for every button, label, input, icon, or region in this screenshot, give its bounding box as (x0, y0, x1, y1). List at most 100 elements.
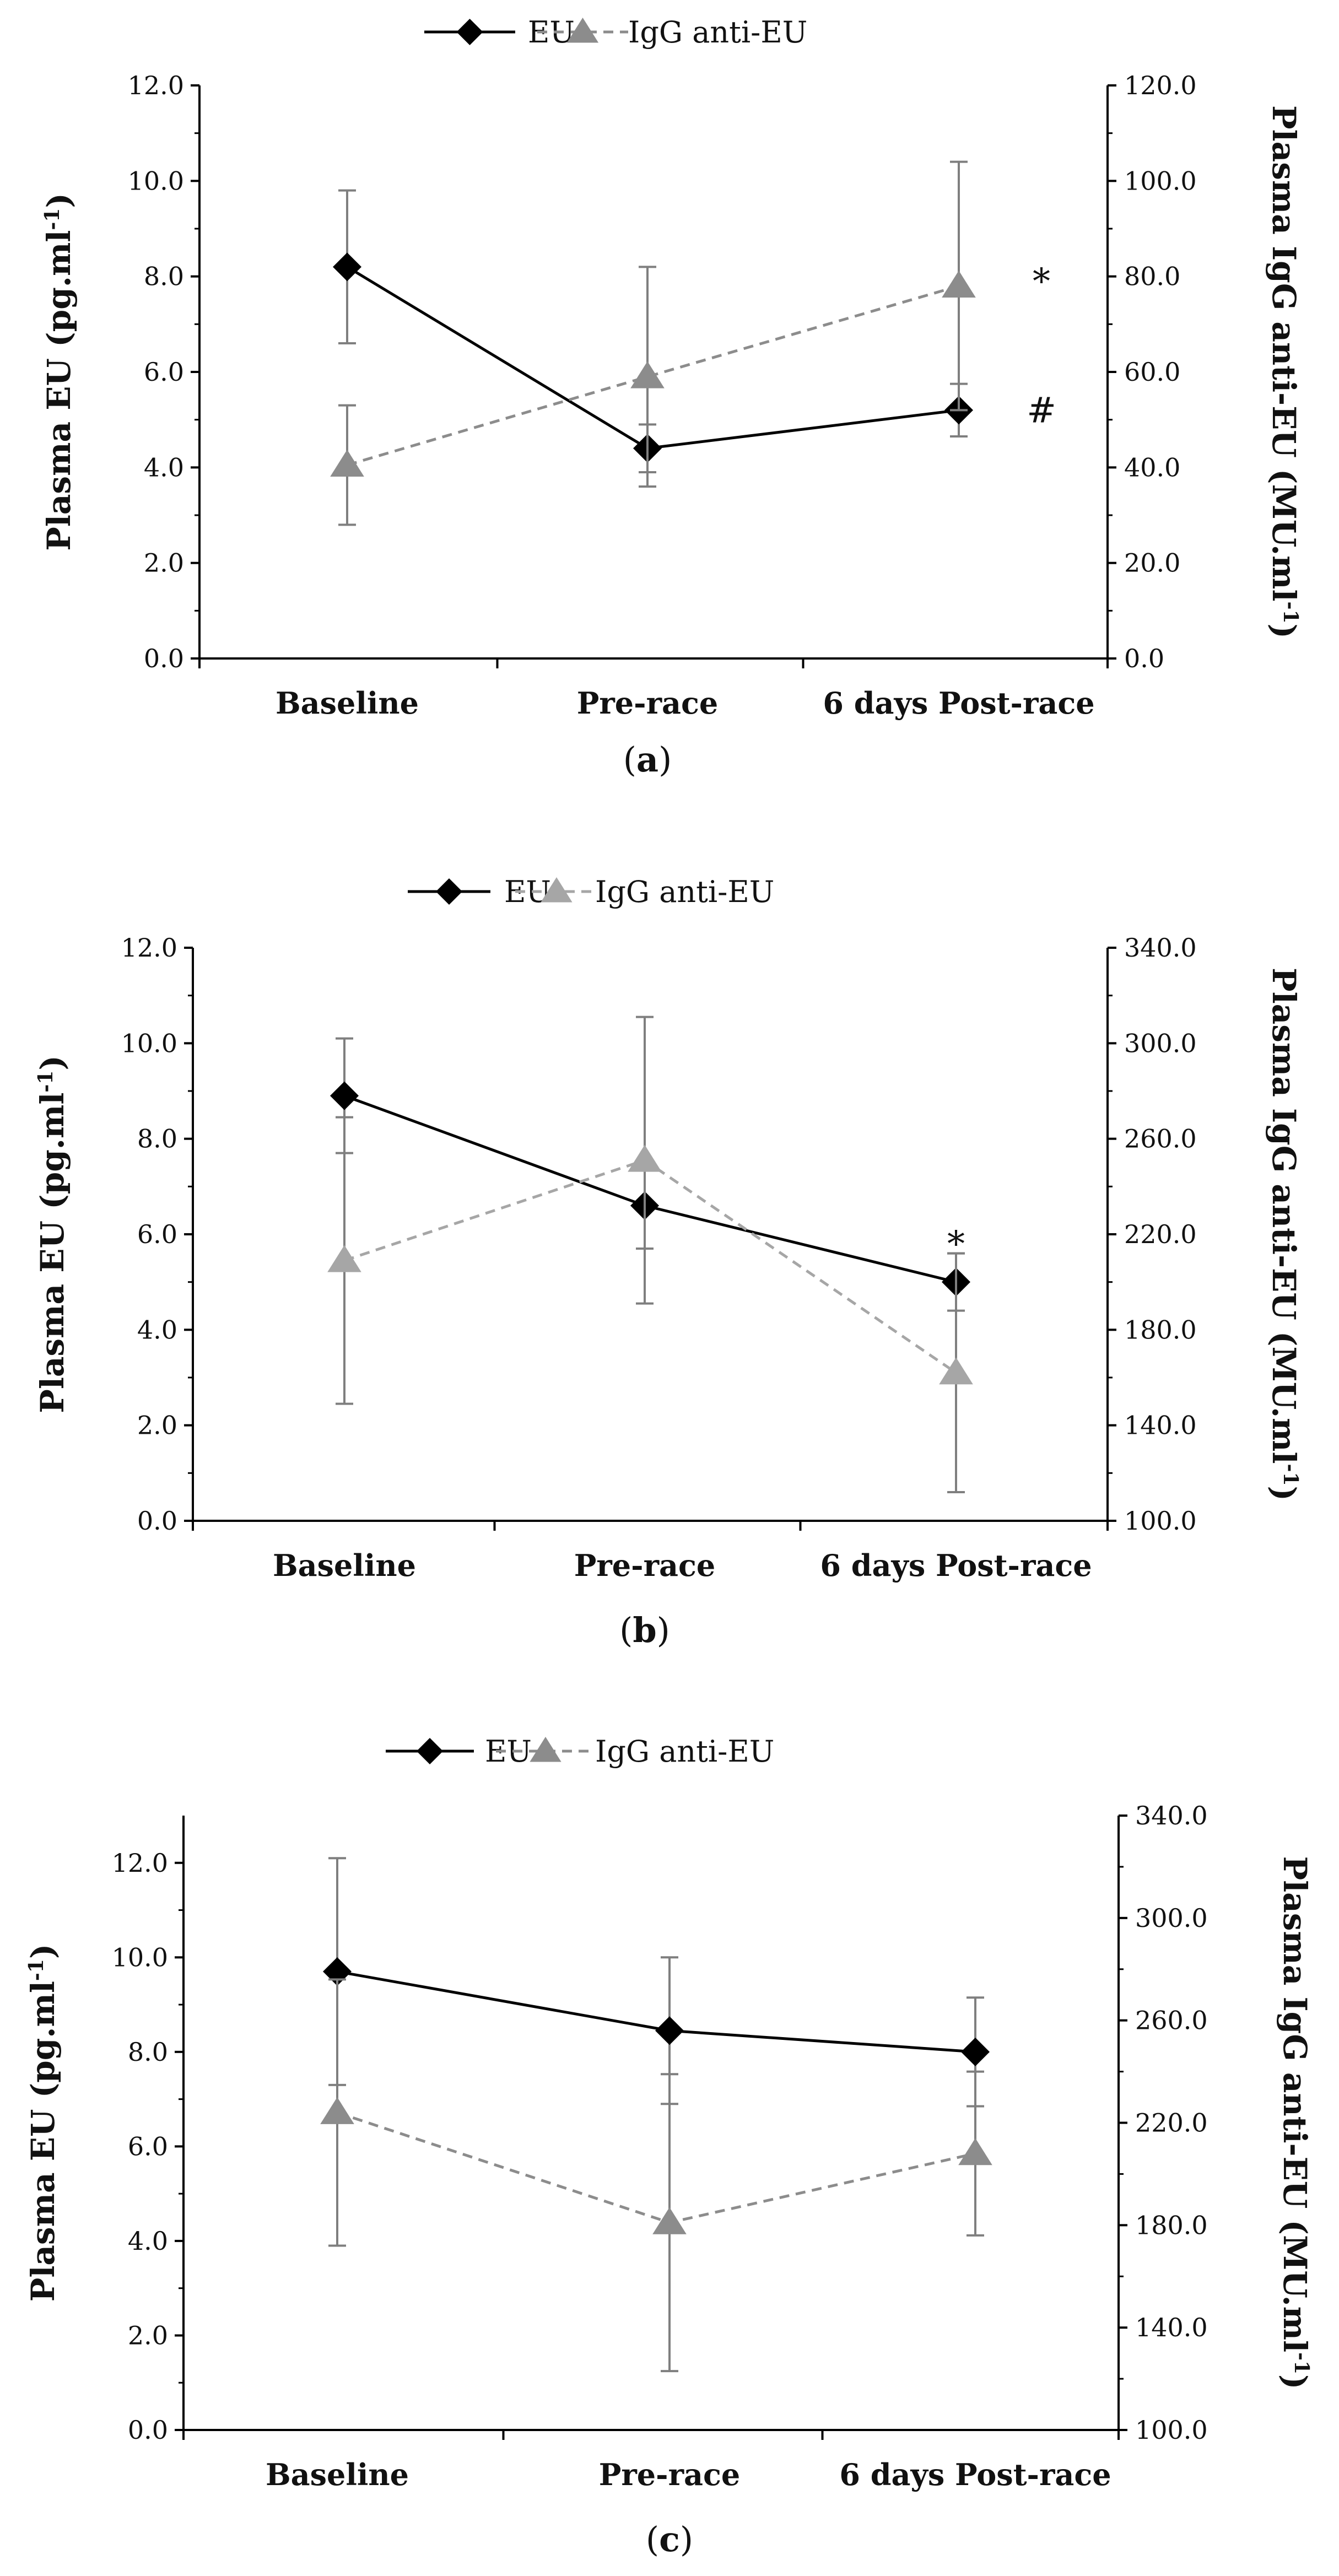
y-axis-title-right-close: ) (1265, 624, 1303, 639)
y-tick-label-left: 12.0 (121, 933, 177, 963)
data-point (327, 1245, 361, 1272)
y-tick-label-right: 60.0 (1124, 357, 1180, 387)
y-tick-label-right: 100.0 (1124, 1506, 1197, 1536)
y-tick-label-right: 180.0 (1124, 1315, 1197, 1344)
legend-label-igg: IgG anti-EU (595, 874, 774, 909)
y-tick-label-right: 300.0 (1135, 1903, 1208, 1933)
panel-label-open: ( (646, 2519, 659, 2559)
y-axis-title-left-text: Plasma EU (pg.ml (34, 1093, 71, 1413)
legend-marker-igg (530, 1737, 561, 1762)
y-tick-label-left: 0.0 (128, 2415, 168, 2445)
data-point (333, 252, 361, 282)
y-axis-title-right-close: ) (1265, 1486, 1303, 1501)
x-tick-label: 6 days Post-race (823, 685, 1094, 721)
x-tick-label: 6 days Post-race (839, 2457, 1111, 2492)
series-eu (333, 189, 973, 473)
y-axis-title-right: Plasma IgG anti-EU (MU.ml-1) (1276, 1856, 1314, 2389)
y-axis-title-right: Plasma IgG anti-EU (MU.ml-1) (1265, 105, 1303, 639)
series-line (344, 1094, 957, 1284)
data-point (330, 450, 364, 477)
y-tick-label-right: 260.0 (1135, 2006, 1208, 2035)
y-tick-label-left: 8.0 (144, 262, 184, 291)
y-tick-label-left: 2.0 (128, 2320, 168, 2350)
data-point (330, 1081, 359, 1110)
y-axis-title-right-close: ) (1276, 2374, 1314, 2389)
data-point (652, 2207, 687, 2234)
y-axis-title-left-sup: -1 (34, 1071, 57, 1093)
legend-marker-eu (436, 878, 462, 905)
data-point (958, 2138, 992, 2165)
y-tick-label-right: 260.0 (1124, 1124, 1197, 1154)
significance-marker: * (947, 1224, 965, 1265)
legend-marker-eu (456, 19, 483, 45)
y-tick-label-left: 12.0 (112, 1848, 168, 1878)
panel-label-open: ( (623, 739, 636, 780)
series-line (347, 284, 959, 467)
series-line (344, 1158, 957, 1374)
y-tick-label-right: 100.0 (1135, 2415, 1208, 2445)
x-tick-label: Pre-race (574, 1548, 716, 1583)
y-tick-label-right: 340.0 (1135, 1801, 1208, 1830)
y-tick-label-left: 12.0 (128, 71, 184, 100)
significance-marker: * (1033, 261, 1050, 302)
y-axis-title-left-text: Plasma EU (pg.ml (40, 230, 78, 551)
y-axis-title-right-text: Plasma IgG anti-EU (MU.ml (1276, 1856, 1314, 2352)
y-axis-title-left-sup: -1 (41, 208, 64, 230)
y-tick-label-left: 6.0 (144, 357, 184, 387)
data-point (939, 1357, 973, 1385)
x-tick-label: Pre-race (599, 2457, 741, 2492)
x-tick-label: Baseline (273, 1548, 416, 1583)
x-tick-label: Baseline (266, 2457, 409, 2492)
y-axis-title-right-text: Plasma IgG anti-EU (MU.ml (1265, 105, 1303, 602)
legend-label-eu: EU (485, 1734, 532, 1769)
series-line (337, 1970, 976, 2054)
y-axis-title-right-text: Plasma IgG anti-EU (MU.ml (1265, 968, 1303, 1464)
legend-label-eu: EU (504, 874, 551, 909)
panel-label-letter: b (633, 1610, 656, 1650)
y-tick-label-left: 6.0 (128, 2131, 168, 2161)
y-axis-title-left: Plasma EU (pg.ml-1) (34, 1055, 71, 1413)
y-tick-label-right: 140.0 (1124, 1411, 1197, 1440)
significance-marker: # (1027, 390, 1056, 431)
y-tick-label-right: 220.0 (1124, 1219, 1197, 1249)
panel-label-open: ( (619, 1610, 633, 1650)
y-tick-label-right: 220.0 (1135, 2108, 1208, 2138)
chart-panel-b: 0.0 2.0 4.0 6.0 8.0 10.0 12.0 100.0 140.0 180.0 22… (34, 874, 1303, 1650)
y-tick-label-left: 4.0 (144, 452, 184, 482)
y-axis-title-left-close: ) (40, 193, 78, 208)
y-tick-label-left: 0.0 (144, 644, 184, 673)
chart-panel-a: 0.0 2.0 4.0 6.0 8.0 10.0 12.0 0.0 20.0 40.0 60.0 80… (40, 15, 1303, 780)
y-tick-label-right: 100.0 (1124, 166, 1197, 196)
data-point (630, 361, 665, 388)
y-tick-label-left: 10.0 (121, 1028, 177, 1058)
panel-label: (b) (619, 1610, 670, 1650)
series-igg-anti-eu (330, 160, 976, 526)
y-axis-title-left-sup: -1 (25, 1959, 48, 1981)
y-axis-title-left-close: ) (24, 1944, 62, 1959)
y-tick-label-left: 8.0 (128, 2037, 168, 2067)
panel-label-letter: a (636, 739, 658, 780)
y-tick-label-left: 8.0 (137, 1124, 177, 1154)
y-axis-title-right: Plasma IgG anti-EU (MU.ml-1) (1265, 968, 1303, 1501)
y-tick-label-right: 140.0 (1135, 2313, 1208, 2342)
x-tick-label: Pre-race (577, 685, 719, 721)
y-tick-label-right: 40.0 (1124, 452, 1180, 482)
y-tick-label-right: 340.0 (1124, 933, 1197, 963)
data-point (961, 2037, 990, 2066)
y-tick-label-right: 80.0 (1124, 262, 1180, 291)
panel-label: (a) (623, 739, 672, 780)
y-axis-title-left-close: ) (34, 1055, 71, 1070)
legend-label-eu: EU (528, 15, 575, 50)
panel-label-close: ) (657, 1610, 670, 1650)
panel-label-letter: c (659, 2519, 680, 2559)
legend-marker-eu (417, 1738, 443, 1764)
y-tick-label-left: 10.0 (112, 1942, 168, 1972)
data-point (320, 2097, 354, 2124)
y-tick-label-right: 300.0 (1124, 1028, 1197, 1058)
y-tick-label-right: 20.0 (1124, 548, 1180, 578)
y-tick-label-left: 0.0 (137, 1506, 177, 1536)
series-igg-anti-eu (327, 1016, 973, 1493)
y-tick-label-right: 180.0 (1135, 2210, 1208, 2240)
